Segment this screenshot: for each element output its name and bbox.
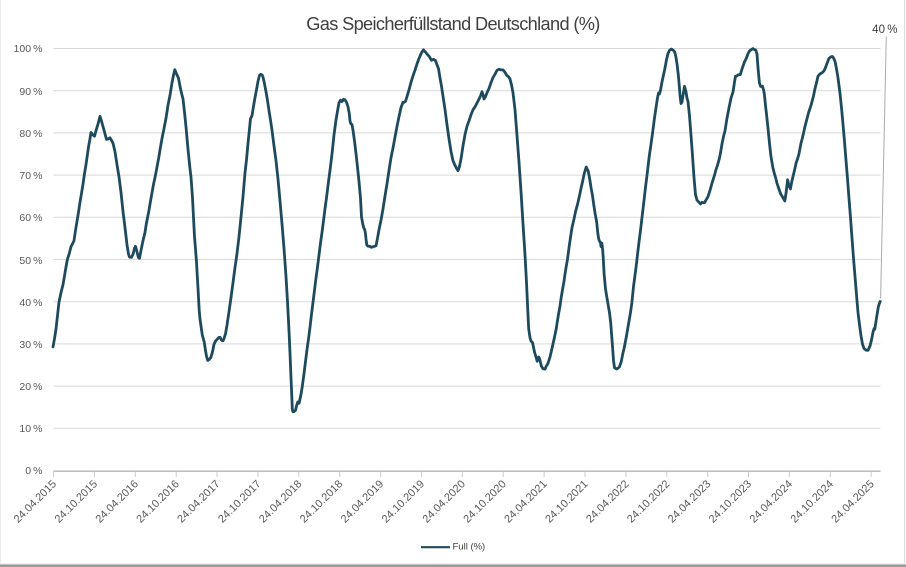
svg-text:0 %: 0 % [25, 465, 42, 477]
svg-text:Gas Speicherfüllstand Deutschl: Gas Speicherfüllstand Deutschland (%) [306, 14, 599, 34]
svg-text:50 %: 50 % [19, 255, 42, 267]
svg-text:90 %: 90 % [19, 86, 42, 98]
svg-text:40 %: 40 % [19, 297, 42, 309]
svg-text:30 %: 30 % [19, 339, 42, 351]
svg-text:60 %: 60 % [19, 212, 42, 224]
svg-text:40 %: 40 % [872, 24, 897, 36]
svg-text:70 %: 70 % [19, 170, 42, 182]
svg-text:20 %: 20 % [19, 381, 42, 393]
svg-text:80 %: 80 % [19, 128, 42, 140]
svg-text:10 %: 10 % [19, 423, 42, 435]
svg-text:100 %: 100 % [14, 43, 43, 55]
svg-text:Full (%): Full (%) [453, 542, 486, 553]
